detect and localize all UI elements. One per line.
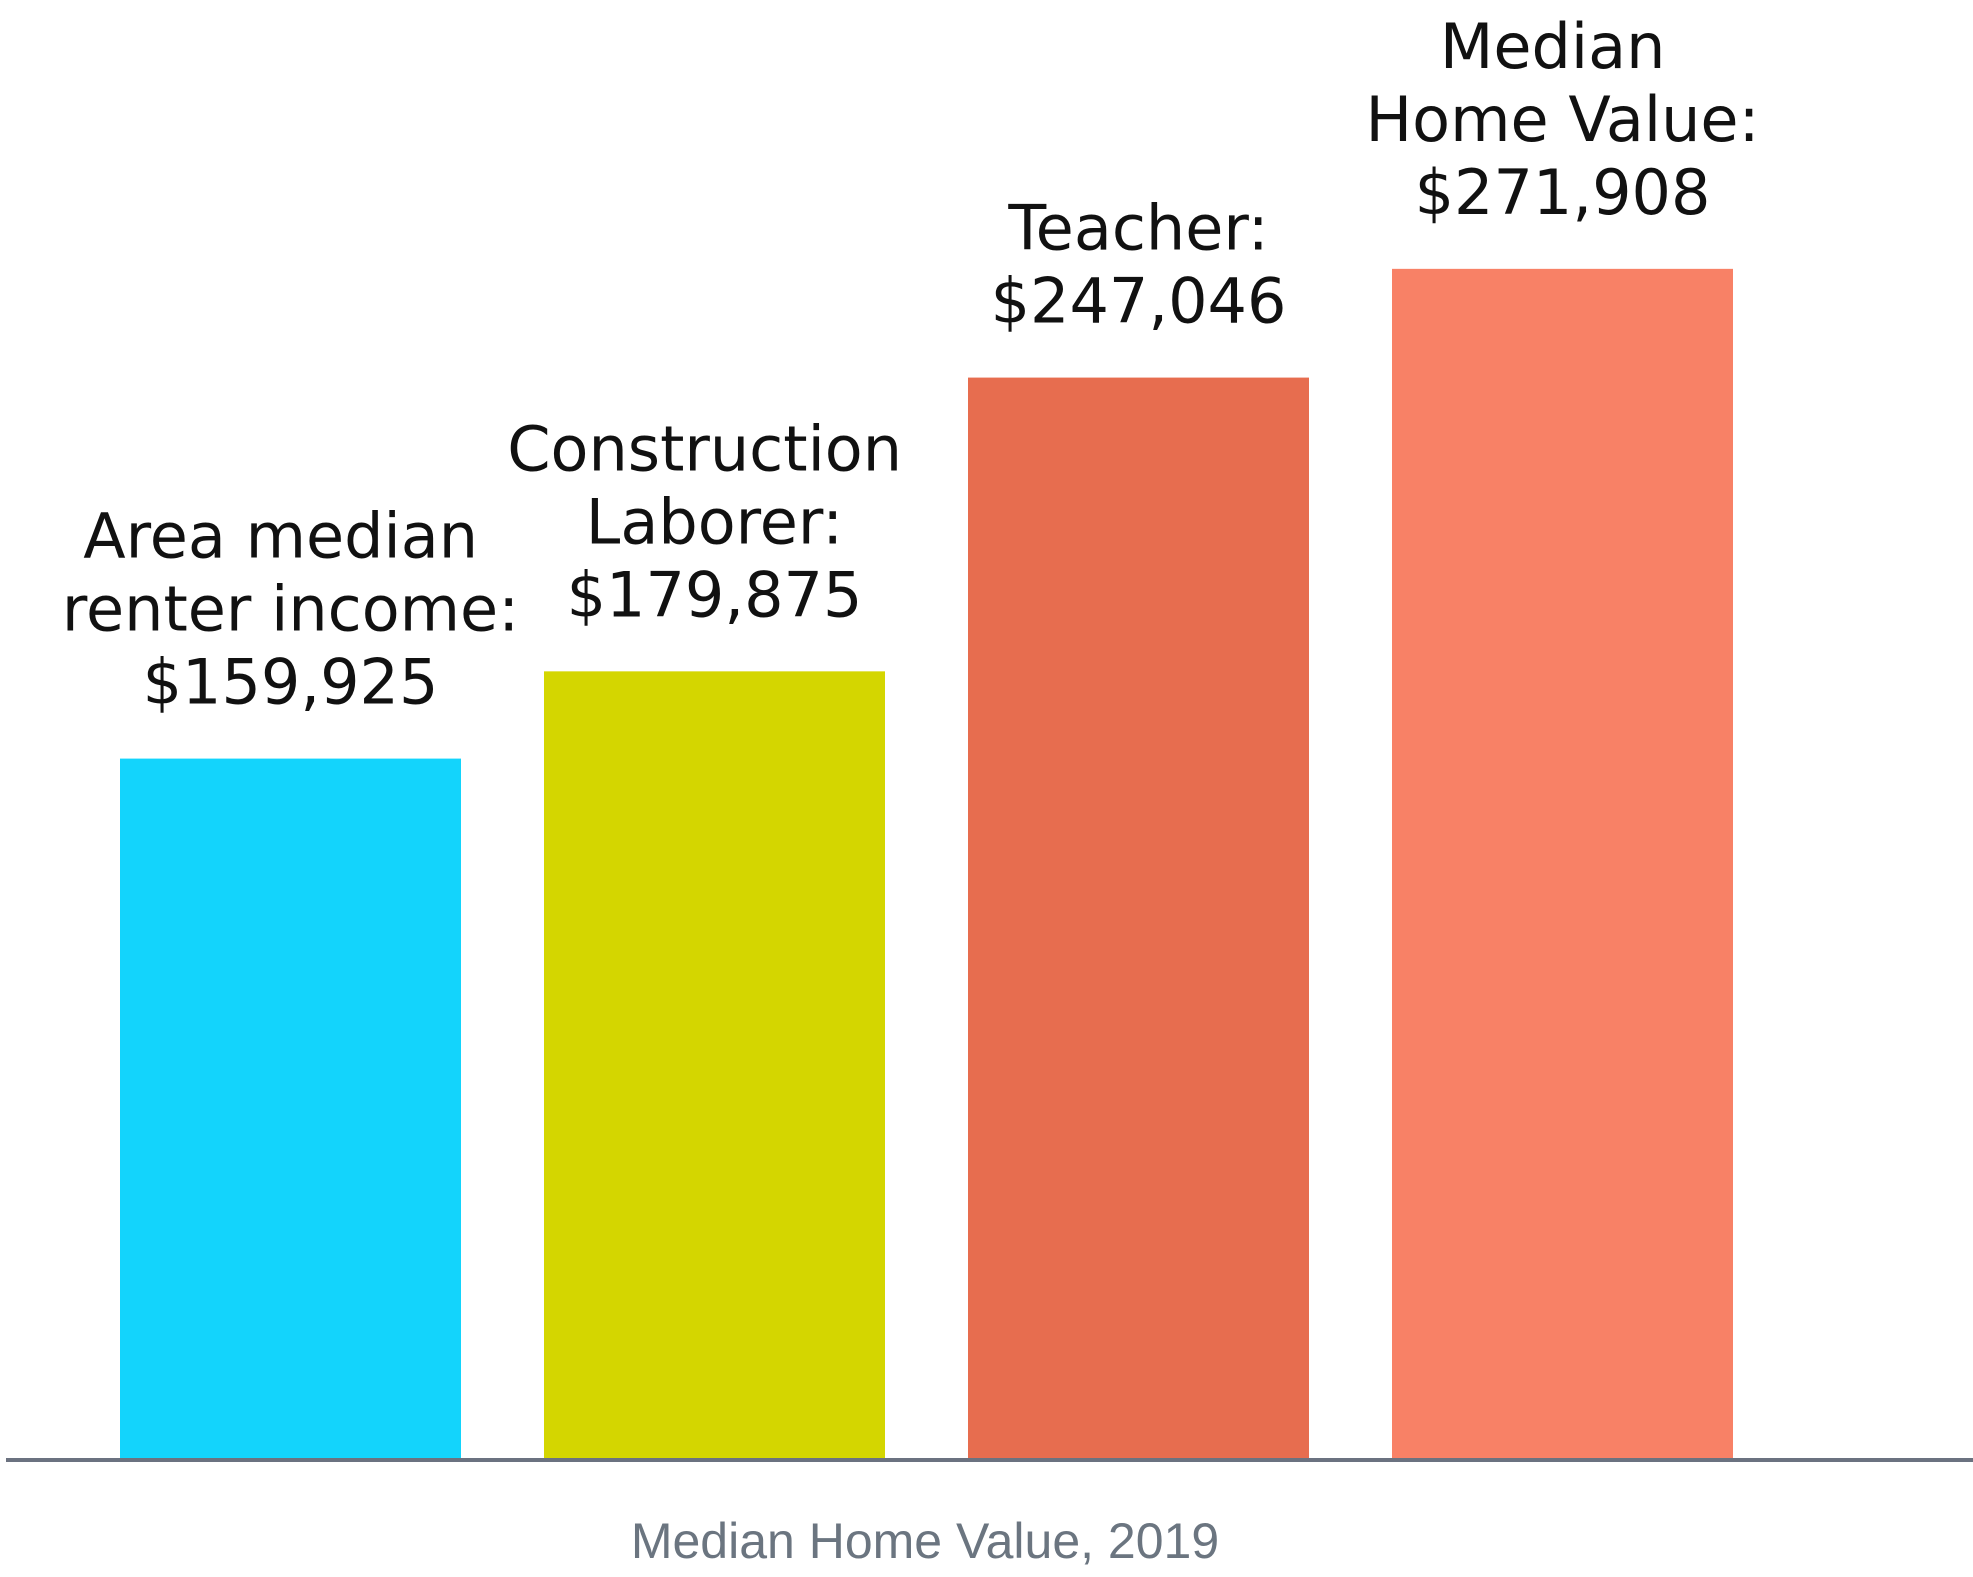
category-label: Median Home Value: — [1366, 10, 1760, 156]
category-label: Construction Laborer: — [507, 412, 921, 558]
value-label: $271,908 — [1415, 156, 1711, 229]
category-label: Area median renter income: — [62, 500, 519, 646]
bar — [1392, 268, 1733, 1458]
bar — [120, 758, 461, 1458]
x-axis-label: Median Home Value, 2019 — [631, 1513, 1219, 1569]
value-label: $247,046 — [991, 265, 1287, 338]
value-label: $179,875 — [567, 558, 863, 631]
bar — [968, 377, 1309, 1459]
bar — [544, 671, 885, 1458]
value-label: $159,925 — [143, 646, 439, 719]
category-label: Teacher: — [1007, 192, 1268, 265]
